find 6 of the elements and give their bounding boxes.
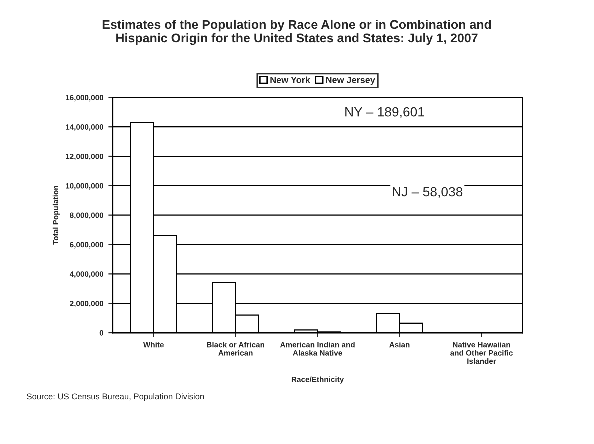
legend-label: New York [270, 76, 310, 84]
annotation: NY – 189,601 [346, 107, 424, 118]
source-note: Source: US Census Bureau, Population Division [27, 393, 204, 402]
legend-label: New Jersey [326, 77, 376, 86]
chart-title: Estimates of the Population by Race Alone or in Combination and Hispanic Origin for the United States and States: July 1, 2007 [102, 20, 492, 46]
annotation: NJ – 58,038 [393, 187, 463, 198]
